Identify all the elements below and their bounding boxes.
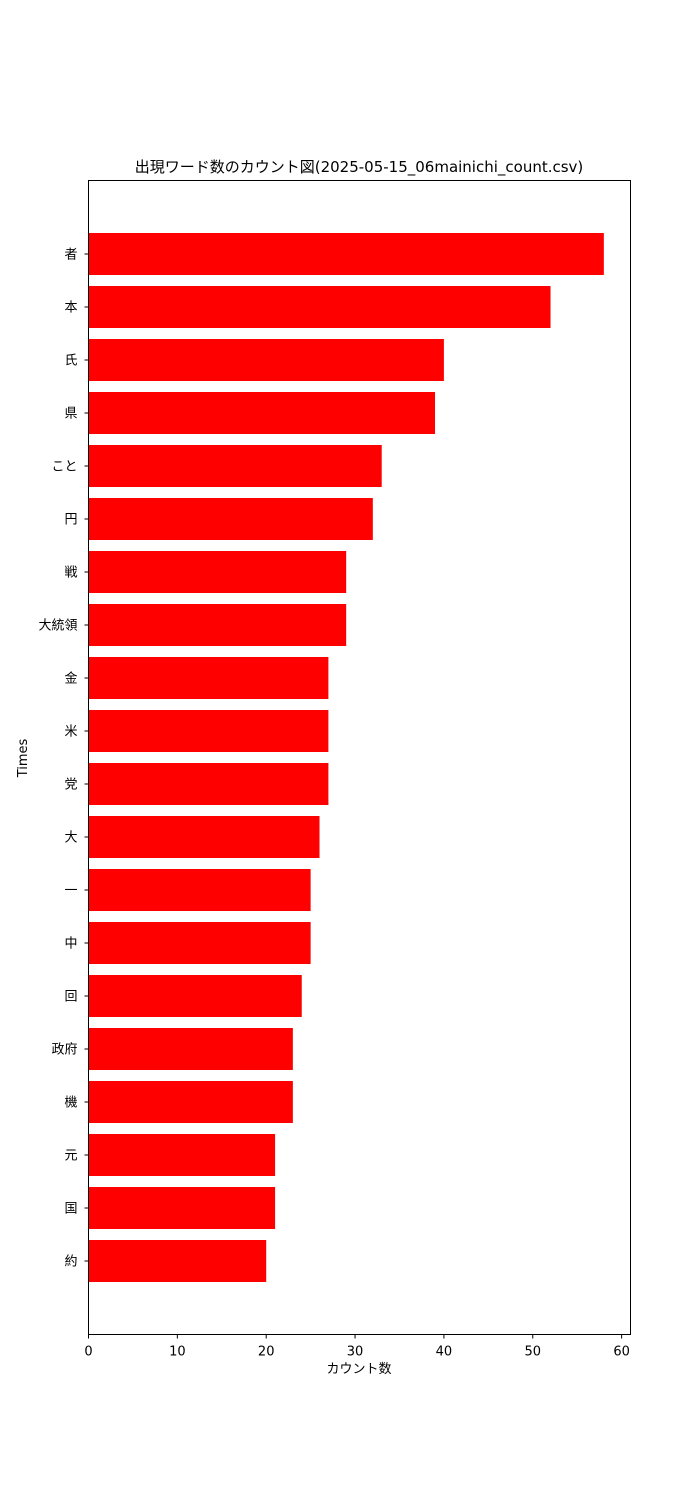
y-tick-label: 機 — [64, 1096, 77, 1111]
y-tick-label: 約 — [64, 1255, 77, 1270]
y-tick-label: 元 — [64, 1149, 77, 1164]
bar-回 — [88, 975, 302, 1017]
bar-戦 — [88, 551, 347, 593]
bar-者 — [88, 233, 604, 275]
x-tick-label: 50 — [524, 1345, 541, 1360]
x-axis-label: カウント数 — [326, 1362, 391, 1377]
y-tick-label: 氏 — [64, 354, 77, 369]
y-tick-label: 回 — [64, 990, 77, 1005]
y-axis-label: Times — [16, 738, 31, 778]
y-tick-label: 一 — [64, 884, 77, 899]
y-tick-label: 政府 — [51, 1043, 77, 1058]
bar-円 — [88, 498, 373, 540]
y-tick-label: 党 — [64, 778, 77, 793]
y-tick-label: 国 — [64, 1202, 77, 1217]
y-tick-label: 円 — [64, 513, 77, 528]
x-ticks: 0 10 20 30 40 50 60 — [84, 1334, 630, 1360]
bar-金 — [88, 657, 329, 699]
x-tick-label: 0 — [84, 1345, 92, 1360]
bar-党 — [88, 763, 329, 805]
y-tick-label: 本 — [64, 301, 77, 316]
x-tick-label: 40 — [436, 1345, 453, 1360]
bar-一 — [88, 869, 311, 911]
y-tick-label: 大 — [64, 831, 77, 846]
plot-frame — [88, 180, 631, 1335]
y-tick-label: 戦 — [64, 566, 77, 581]
bar-約 — [88, 1240, 267, 1282]
x-tick-label: 30 — [347, 1345, 364, 1360]
chart-title: 出現ワード数のカウント図(2025-05-15_06mainichi_count… — [135, 158, 584, 177]
y-tick-label: 者 — [64, 248, 77, 263]
bar-政府 — [88, 1028, 293, 1070]
bar-米 — [88, 710, 329, 752]
bar-大 — [88, 816, 320, 858]
y-tick-label: 米 — [64, 725, 77, 740]
bar-大統領 — [88, 604, 347, 646]
y-tick-label: 県 — [64, 407, 77, 422]
bar-機 — [88, 1081, 293, 1123]
bar-氏 — [88, 339, 444, 381]
x-tick-label: 20 — [258, 1345, 275, 1360]
bar-本 — [88, 286, 551, 328]
x-tick-label: 10 — [169, 1345, 186, 1360]
bar-国 — [88, 1187, 276, 1229]
bar-こと — [88, 445, 382, 487]
bar-県 — [88, 392, 436, 434]
bars-layer — [88, 233, 604, 1282]
y-tick-label: 大統領 — [38, 618, 77, 634]
y-tick-label: こと — [51, 460, 77, 475]
y-tick-label: 金 — [64, 671, 77, 687]
x-tick-label: 60 — [613, 1345, 630, 1360]
bar-中 — [88, 922, 311, 964]
bar-元 — [88, 1134, 276, 1176]
y-tick-label: 中 — [64, 937, 77, 952]
